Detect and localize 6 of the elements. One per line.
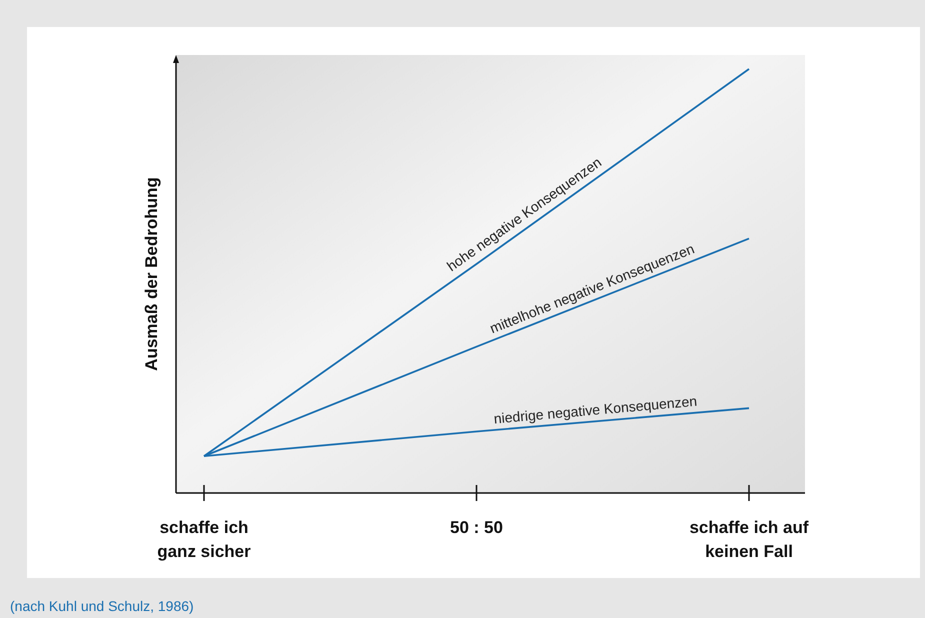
x-tick-label: schaffe ich auf keinen Fall — [689, 518, 809, 561]
text: (nach Kuhl und Schulz, 1986) — [10, 598, 194, 614]
y-axis-title: Ausmaß der Bedrohung — [142, 177, 161, 371]
x-tick-label: schaffe ich ganz sicher — [157, 518, 252, 561]
x-tick-label: 50 : 50 — [450, 518, 503, 537]
text: niedrige negative Konsequenzen — [493, 392, 698, 427]
